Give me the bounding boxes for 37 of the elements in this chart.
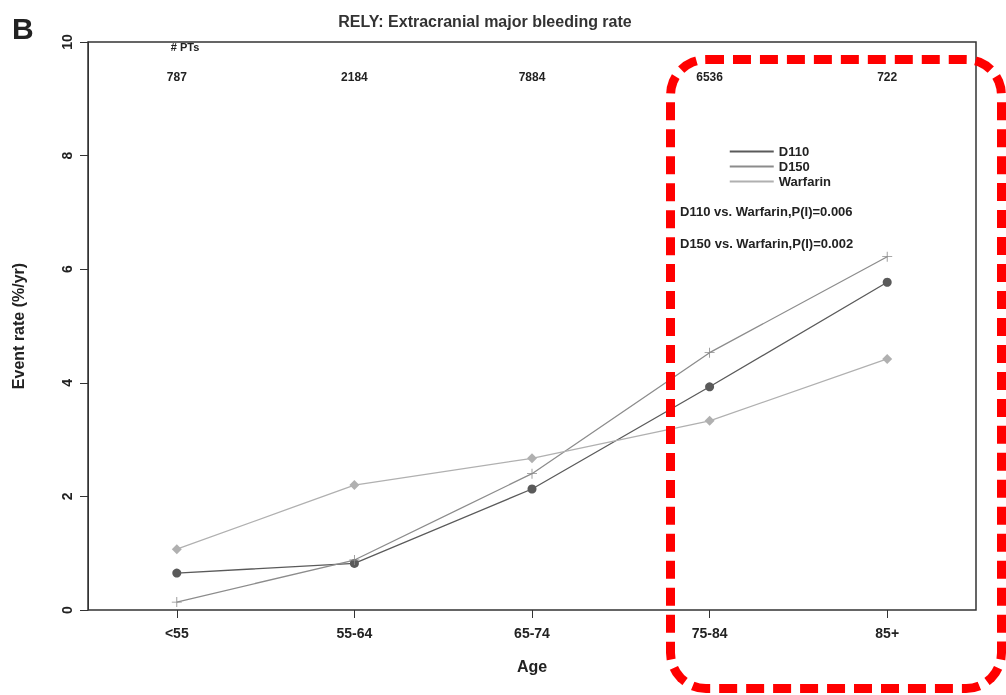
x-tick-label: 85+ (875, 625, 900, 641)
legend-label: D150 (778, 159, 810, 174)
point (172, 568, 182, 578)
y-tick-label: 6 (59, 265, 75, 274)
annotation: D110 vs. Warfarin,P(I)=0.006 (680, 203, 853, 219)
annotation: D150 vs. Warfarin,P(I)=0.002 (680, 235, 854, 251)
point (704, 347, 715, 358)
point (882, 353, 893, 364)
point (527, 453, 537, 464)
text: B (12, 11, 34, 45)
point (349, 480, 360, 491)
annotation: 6536 (696, 70, 724, 84)
annotation: 722 (877, 70, 898, 84)
point (882, 251, 893, 262)
x-tick-label: 55-64 (336, 625, 373, 641)
x-tick-label: 65-74 (514, 625, 551, 641)
x-axis-title: Age (516, 657, 548, 675)
y-axis-title: Event rate (%/yr) (9, 262, 27, 390)
y-tick-label: 0 (59, 605, 75, 614)
annotation: 2184 (341, 70, 369, 84)
x-tick-label: 75-84 (691, 625, 728, 641)
chart-title: RELY: Extracranial major bleeding rate (338, 12, 632, 30)
y-tick-label: 2 (59, 492, 75, 501)
point (704, 415, 715, 426)
point (705, 382, 715, 392)
annotation: # PTs (170, 41, 200, 53)
point (527, 484, 537, 494)
annotation: 7884 (518, 70, 546, 84)
y-tick-label: 4 (59, 378, 75, 387)
point (171, 544, 182, 555)
y-tick-label: 8 (59, 151, 75, 160)
y-tick-label: 10 (59, 34, 75, 50)
point (882, 277, 892, 287)
legend-label: D110 (778, 144, 810, 159)
legend-label: Warfarin (778, 174, 832, 189)
x-tick-label: <55 (164, 625, 189, 641)
annotation: 787 (166, 70, 188, 84)
